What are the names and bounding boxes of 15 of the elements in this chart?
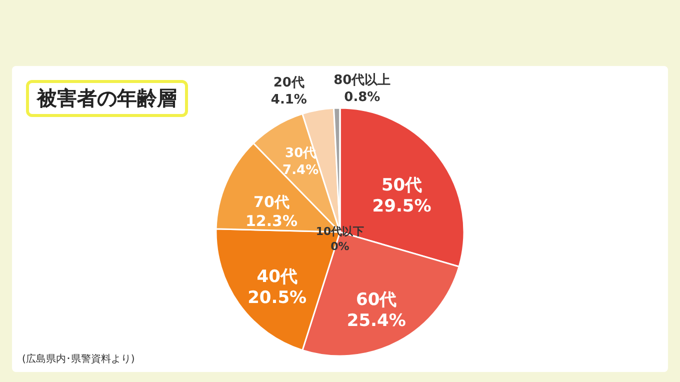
slice-label: 40代: [256, 266, 298, 287]
data-label: 4.1%: [270, 92, 307, 108]
data-label: 29.5%: [372, 196, 432, 217]
slice-label: 20代: [273, 75, 304, 90]
data-label: 25.4%: [346, 311, 406, 332]
slice-label: 50代: [381, 176, 422, 196]
data-label: 12.3%: [245, 212, 298, 230]
text: (広島県内･県警資料より): [22, 352, 135, 366]
slice-label: 80代以上: [334, 73, 391, 88]
data-label: 7.4%: [282, 162, 319, 178]
text: 被害者の年齢層: [26, 80, 188, 117]
slice-label: 60代: [356, 290, 397, 310]
data-label: 20.5%: [248, 288, 307, 308]
slice-label: 70代: [254, 193, 290, 212]
data-label: 0.8%: [344, 90, 380, 106]
